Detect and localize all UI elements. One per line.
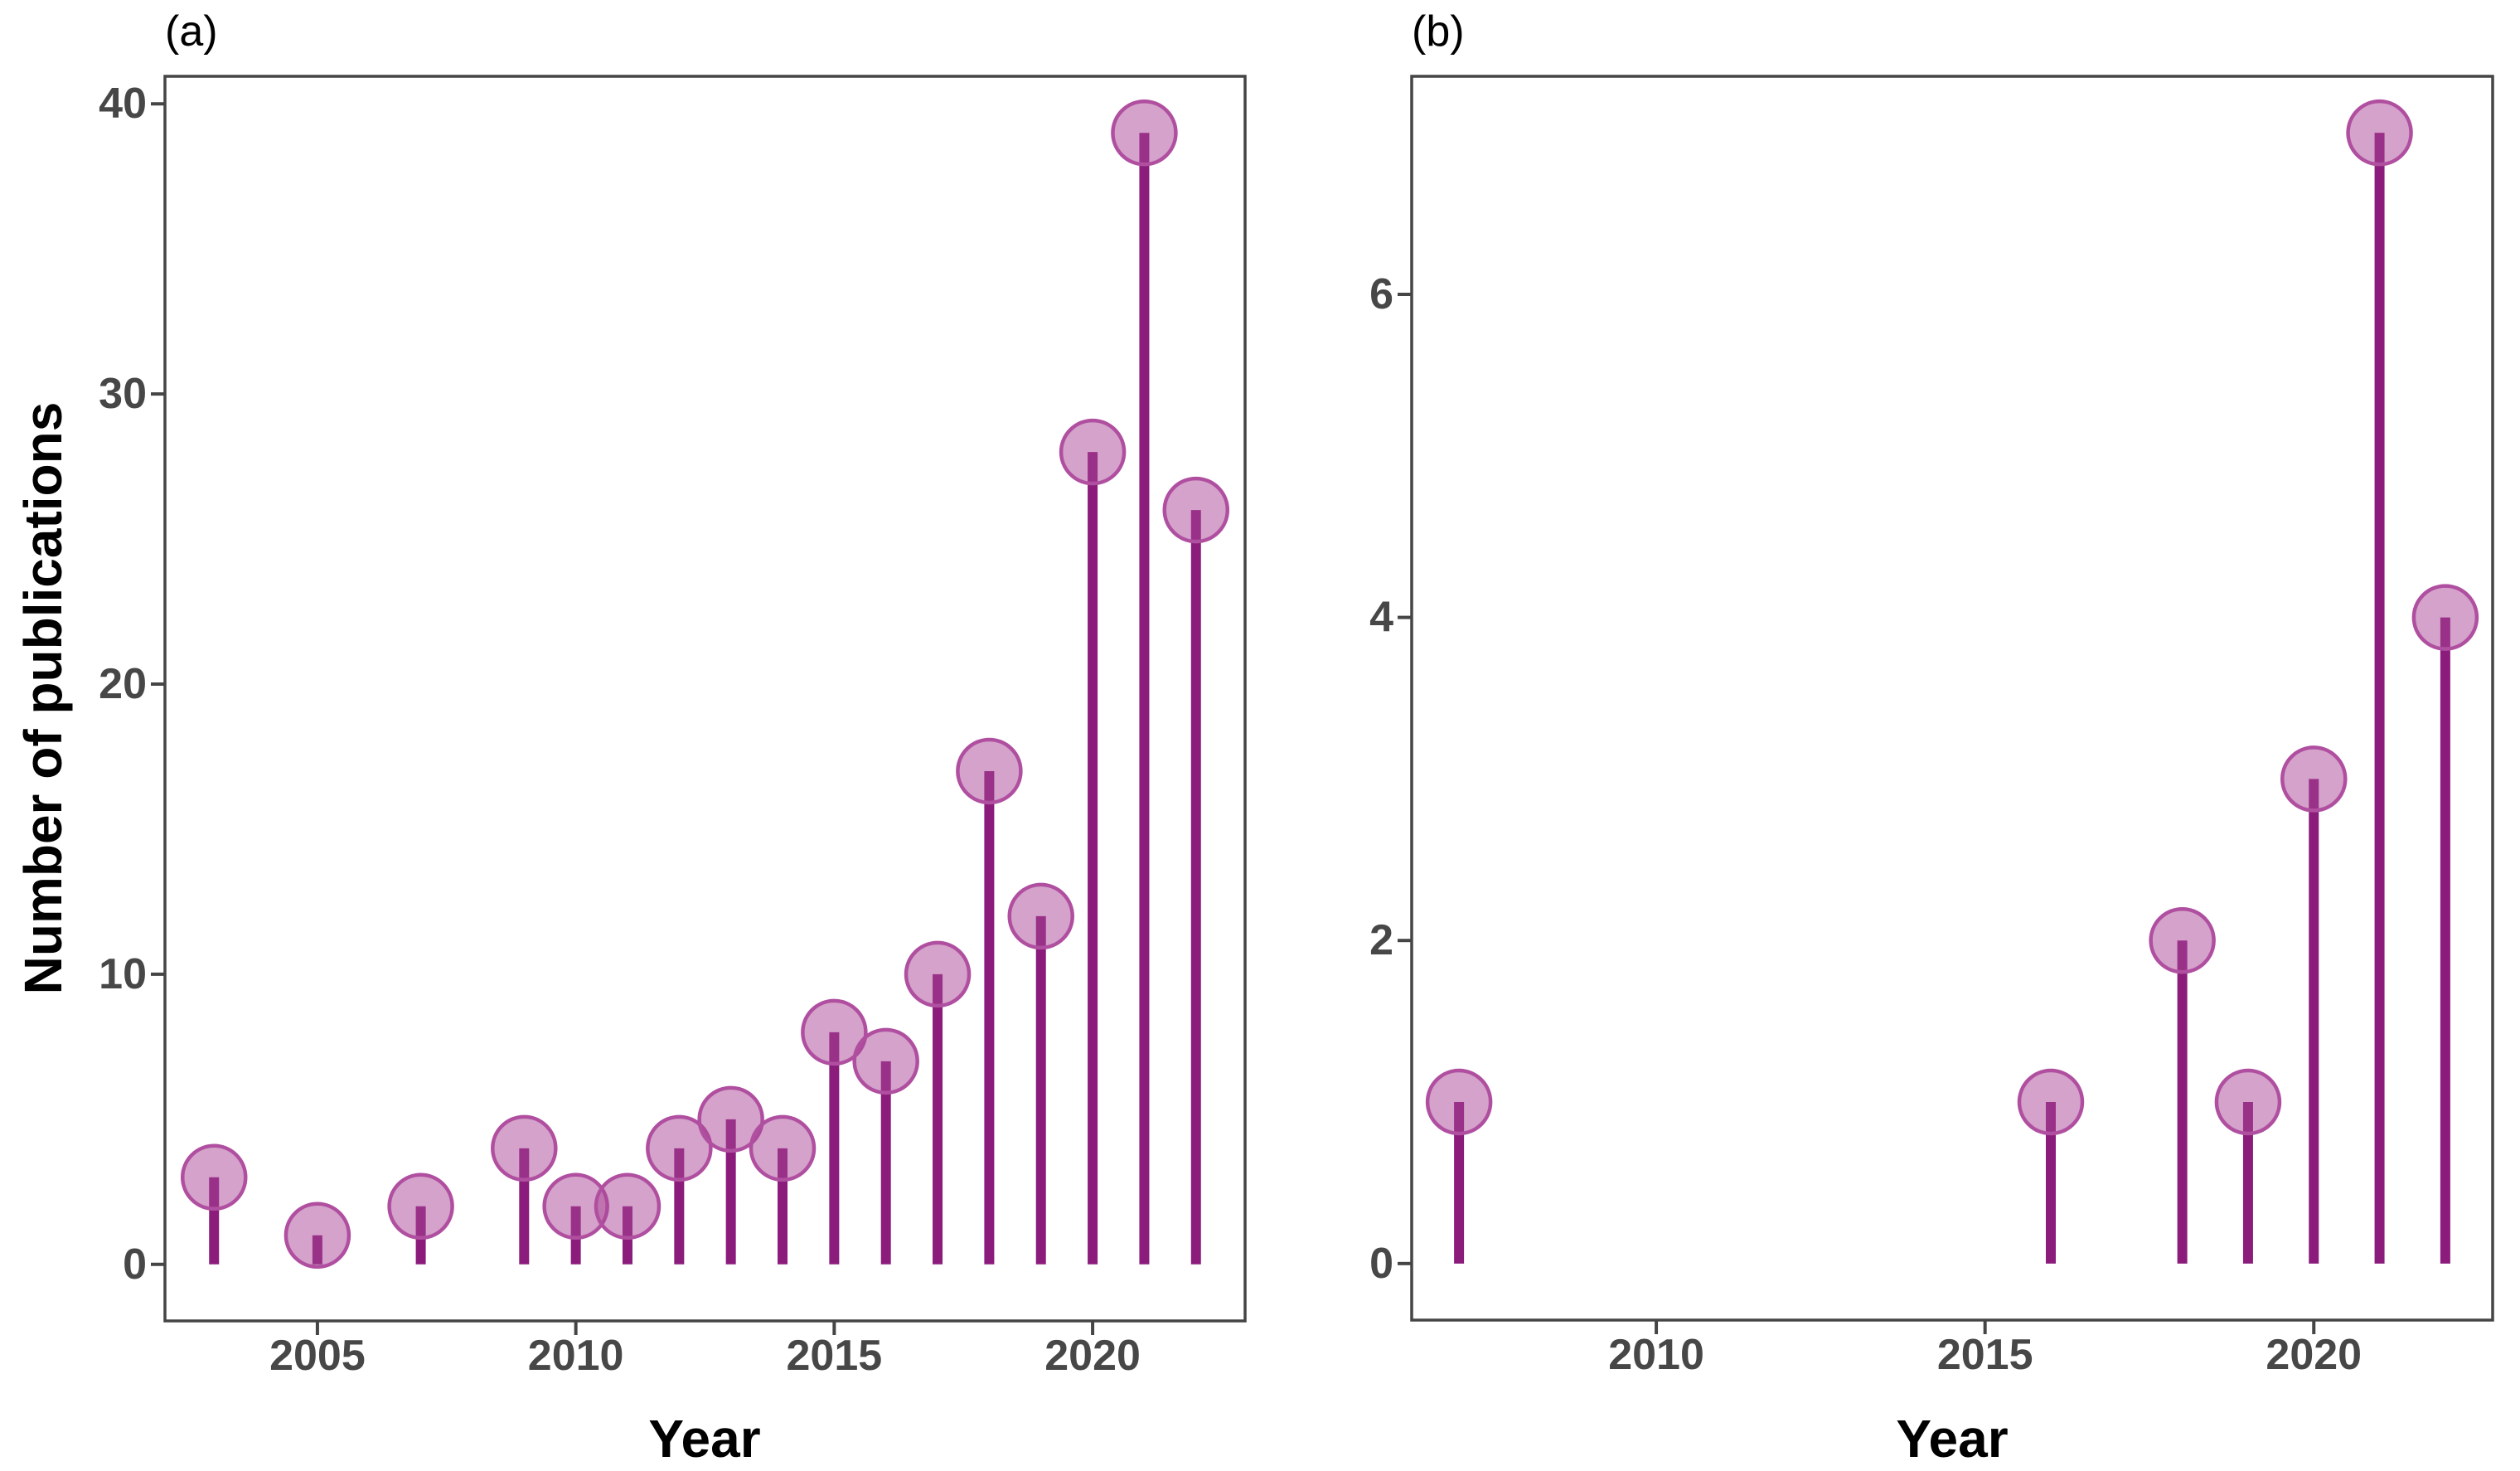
panel-b-y-tick-label-6: 6 [1369, 270, 1393, 318]
panel-a-x-tick-label-2015: 2015 [787, 1332, 883, 1380]
panel-b-x-tick-label-2020: 2020 [2266, 1331, 2362, 1379]
panel-a-point-2014 [749, 1114, 817, 1182]
panel-a-point-2005 [284, 1202, 351, 1270]
panel-a-point-2020 [1059, 418, 1127, 486]
panel-a-y-tick-label-30: 30 [99, 370, 147, 418]
panel-a-point-2012 [646, 1114, 713, 1182]
panel-a-point-2019 [1007, 882, 1074, 950]
panel-a-point-2017 [904, 940, 972, 1008]
panel-a-point-2007 [387, 1172, 454, 1240]
panel-a-border [163, 75, 1247, 1323]
panel-a-tag: (a) [165, 7, 218, 56]
panel-a-y-tick-label-10: 10 [99, 950, 147, 998]
panel-b-point-2020 [2280, 745, 2348, 813]
panel-a-point-2021 [1111, 99, 1178, 167]
panel-a-y-tick-label-40: 40 [99, 80, 147, 128]
panel-b-point-2022 [2411, 584, 2479, 651]
panel-b-point-2018 [2149, 906, 2216, 974]
panel-a-point-2022 [1162, 476, 1230, 544]
x-axis-title-panel-b: Year [1896, 1409, 2009, 1469]
y-axis-title: Number of publications [13, 401, 73, 995]
panel-b-point-2019 [2214, 1068, 2282, 1136]
panel-b-point-2021 [2346, 99, 2413, 167]
panel-b-x-tick-label-2015: 2015 [1937, 1331, 2033, 1379]
panel-a-point-2003 [180, 1143, 248, 1211]
panel-a-x-tick-label-2020: 2020 [1044, 1332, 1141, 1380]
panel-a-point-2016 [852, 1027, 919, 1095]
panel-b-point-2007 [1425, 1068, 1493, 1136]
panel-b-y-tick-label-2: 2 [1369, 916, 1393, 964]
panel-b-x-tick-label-2010: 2010 [1608, 1331, 1704, 1379]
panel-b-tag: (b) [1412, 7, 1465, 56]
panel-a-x-tick-label-2005: 2005 [269, 1332, 366, 1380]
panel-a-point-2009 [491, 1114, 558, 1182]
panel-b-border [1410, 75, 2494, 1322]
x-axis-title-panel-a: Year [648, 1409, 761, 1469]
panel-b-y-tick-label-0: 0 [1369, 1240, 1393, 1288]
panel-a-point-2011 [594, 1172, 662, 1240]
panel-a-point-2013 [697, 1085, 764, 1153]
panel-b-y-tick-label-4: 4 [1369, 594, 1393, 642]
panel-a-x-tick-label-2010: 2010 [528, 1332, 624, 1380]
panel-a-point-2015 [801, 998, 868, 1066]
panel-a-y-tick-label-0: 0 [123, 1240, 147, 1289]
panel-a-point-2018 [956, 737, 1023, 805]
panel-a-y-tick-label-20: 20 [99, 660, 147, 708]
panel-b-point-2016 [2017, 1068, 2085, 1136]
